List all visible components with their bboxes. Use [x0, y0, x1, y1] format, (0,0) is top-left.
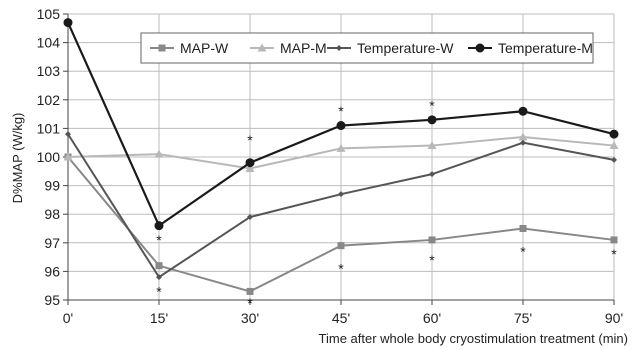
significance-asterisk: * [156, 283, 162, 299]
significance-asterisk: * [520, 243, 526, 259]
legend-label: MAP-M [280, 40, 327, 56]
y-tick-label: 99 [44, 178, 60, 194]
x-tick-label: 45' [332, 310, 350, 326]
y-tick-label: 100 [37, 149, 61, 165]
x-tick-label: 0' [63, 310, 73, 326]
data-point [154, 149, 164, 158]
data-point [609, 129, 619, 139]
significance-asterisk: * [429, 98, 435, 114]
significance-asterisk: * [611, 246, 617, 262]
data-point [156, 274, 162, 281]
significance-asterisk: * [338, 103, 344, 119]
data-point [519, 225, 527, 232]
y-tick-label: 104 [37, 35, 61, 51]
legend-label: Temperature-M [498, 40, 593, 56]
legend-label: MAP-W [180, 40, 229, 56]
legend: MAP-W MAP-M Temperature-W Temperature-M [140, 32, 594, 64]
legend-box [140, 32, 594, 64]
data-point [610, 236, 618, 244]
legend-item: MAP-M [250, 40, 327, 56]
data-point [246, 287, 254, 295]
y-tick-label: 105 [37, 6, 61, 22]
x-axis: 0' 15' 30' 45' 60' 75' 90' [63, 299, 623, 326]
data-point [520, 139, 526, 146]
y-tick-label: 96 [44, 263, 60, 279]
data-point [427, 141, 437, 150]
data-point [245, 158, 255, 168]
series-map-m [63, 132, 619, 172]
data-point [609, 141, 619, 150]
legend-marker [475, 43, 485, 53]
x-tick-label: 60' [423, 310, 441, 326]
data-point [337, 242, 345, 250]
significance-asterisk: * [338, 261, 344, 277]
data-point [429, 171, 435, 178]
significance-asterisk: * [156, 232, 162, 248]
legend-marker [257, 43, 267, 52]
significance-asterisk: * [247, 132, 253, 148]
y-tick-label: 101 [37, 120, 61, 136]
y-tick-label: 103 [37, 63, 61, 79]
data-point [611, 156, 617, 163]
x-tick-label: 15' [150, 310, 168, 326]
legend-marker [336, 45, 342, 51]
significance-asterisk: * [247, 295, 253, 311]
series-temperature-w [65, 131, 617, 281]
data-point [518, 106, 528, 116]
annotations: * * * * * * * * * * [156, 98, 617, 311]
x-tick-label: 30' [241, 310, 259, 326]
data-point [336, 121, 346, 131]
y-axis-title: D%MAP (W/kg) [10, 113, 25, 204]
x-tick-label: 90' [605, 310, 623, 326]
series-lines [63, 18, 619, 295]
data-point [63, 152, 73, 161]
series-temperature-m [63, 18, 619, 231]
data-point [247, 214, 253, 221]
data-point [245, 163, 255, 172]
x-tick-label: 75' [514, 310, 532, 326]
legend-label: Temperature-W [357, 40, 454, 56]
data-point [65, 131, 71, 138]
data-point [155, 262, 163, 270]
data-point [154, 221, 164, 231]
data-point [63, 18, 73, 28]
x-axis-title: Time after whole body cryostimulation tr… [319, 331, 628, 346]
y-tick-label: 95 [44, 292, 60, 308]
legend-marker [158, 44, 166, 52]
y-tick-label: 97 [44, 235, 60, 251]
y-tick-label: 102 [37, 92, 61, 108]
data-point [336, 143, 346, 152]
data-point [338, 191, 344, 198]
significance-asterisk: * [429, 252, 435, 268]
y-tick-label: 98 [44, 206, 60, 222]
legend-item: Temperature-M [468, 40, 593, 56]
data-point [427, 115, 437, 125]
legend-item: Temperature-W [327, 40, 454, 56]
data-point [428, 236, 436, 244]
legend-item: MAP-W [150, 40, 229, 56]
y-axis: 95 96 97 98 99 100 101 102 103 104 105 [37, 6, 69, 308]
data-point [518, 132, 528, 141]
